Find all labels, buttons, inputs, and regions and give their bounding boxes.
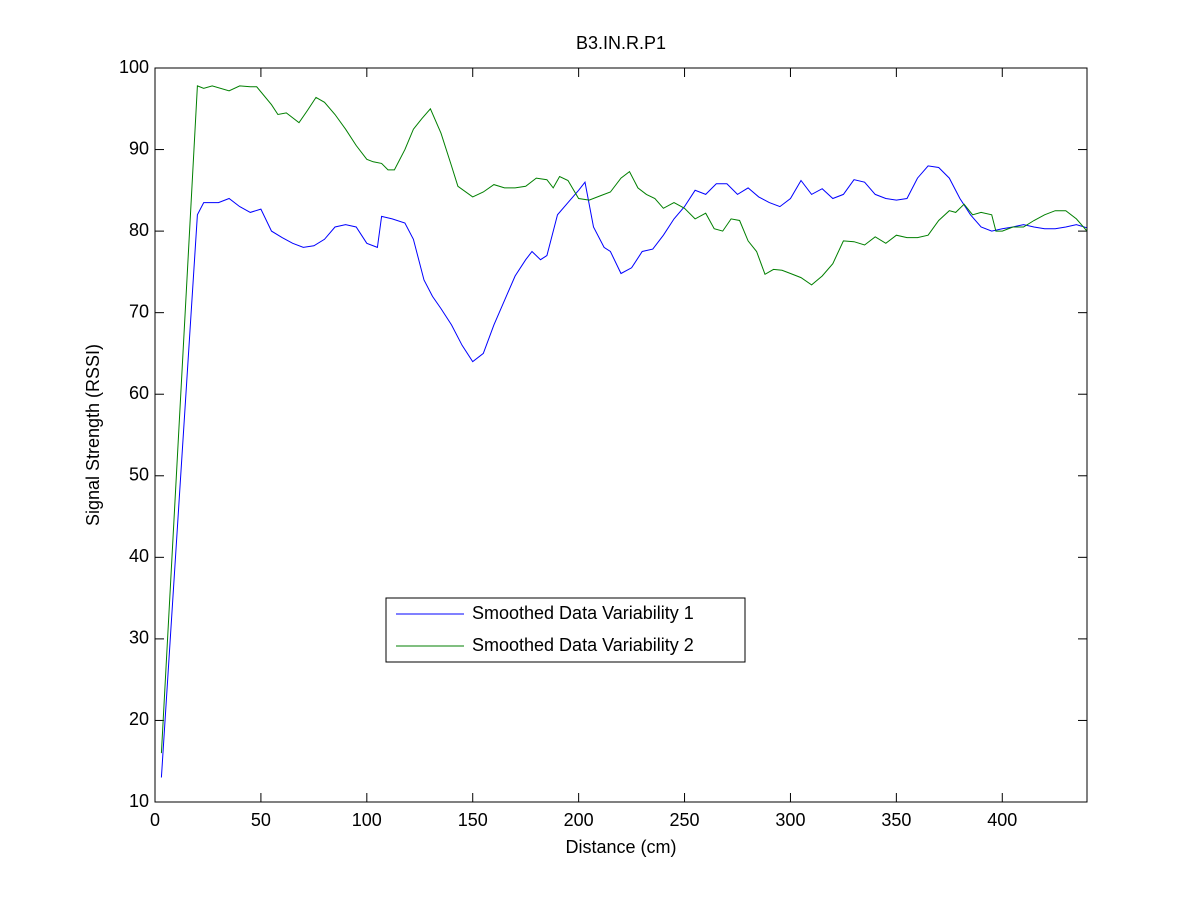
x-tick-label: 350 [881,810,911,830]
chart-title: B3.IN.R.P1 [576,33,666,53]
x-tick-label: 100 [352,810,382,830]
y-tick-label: 20 [129,709,149,729]
y-tick-label: 50 [129,465,149,485]
series-line [160,85,1088,754]
legend-label: Smoothed Data Variability 1 [472,603,694,623]
legend-label: Smoothed Data Variability 2 [472,635,694,655]
x-tick-label: 150 [458,810,488,830]
plot-area [155,68,1087,802]
series-line [160,165,1088,778]
x-tick-label: 400 [987,810,1017,830]
y-tick-label: 70 [129,301,149,321]
legend-box [385,597,746,663]
x-tick-label: 200 [564,810,594,830]
y-tick-label: 60 [129,383,149,403]
y-tick-label: 40 [129,546,149,566]
y-tick-label: 10 [129,791,149,811]
y-tick-label: 30 [129,628,149,648]
y-tick-label: 80 [129,220,149,240]
y-tick-label: 100 [119,57,149,77]
y-axis-label: Signal Strength (RSSI) [83,344,103,526]
x-axis-label: Distance (cm) [565,837,676,857]
axes-box [154,67,1088,803]
y-tick-label: 90 [129,138,149,158]
x-tick-label: 250 [670,810,700,830]
x-tick-label: 300 [775,810,805,830]
x-tick-label: 0 [150,810,160,830]
x-tick-label: 50 [251,810,271,830]
